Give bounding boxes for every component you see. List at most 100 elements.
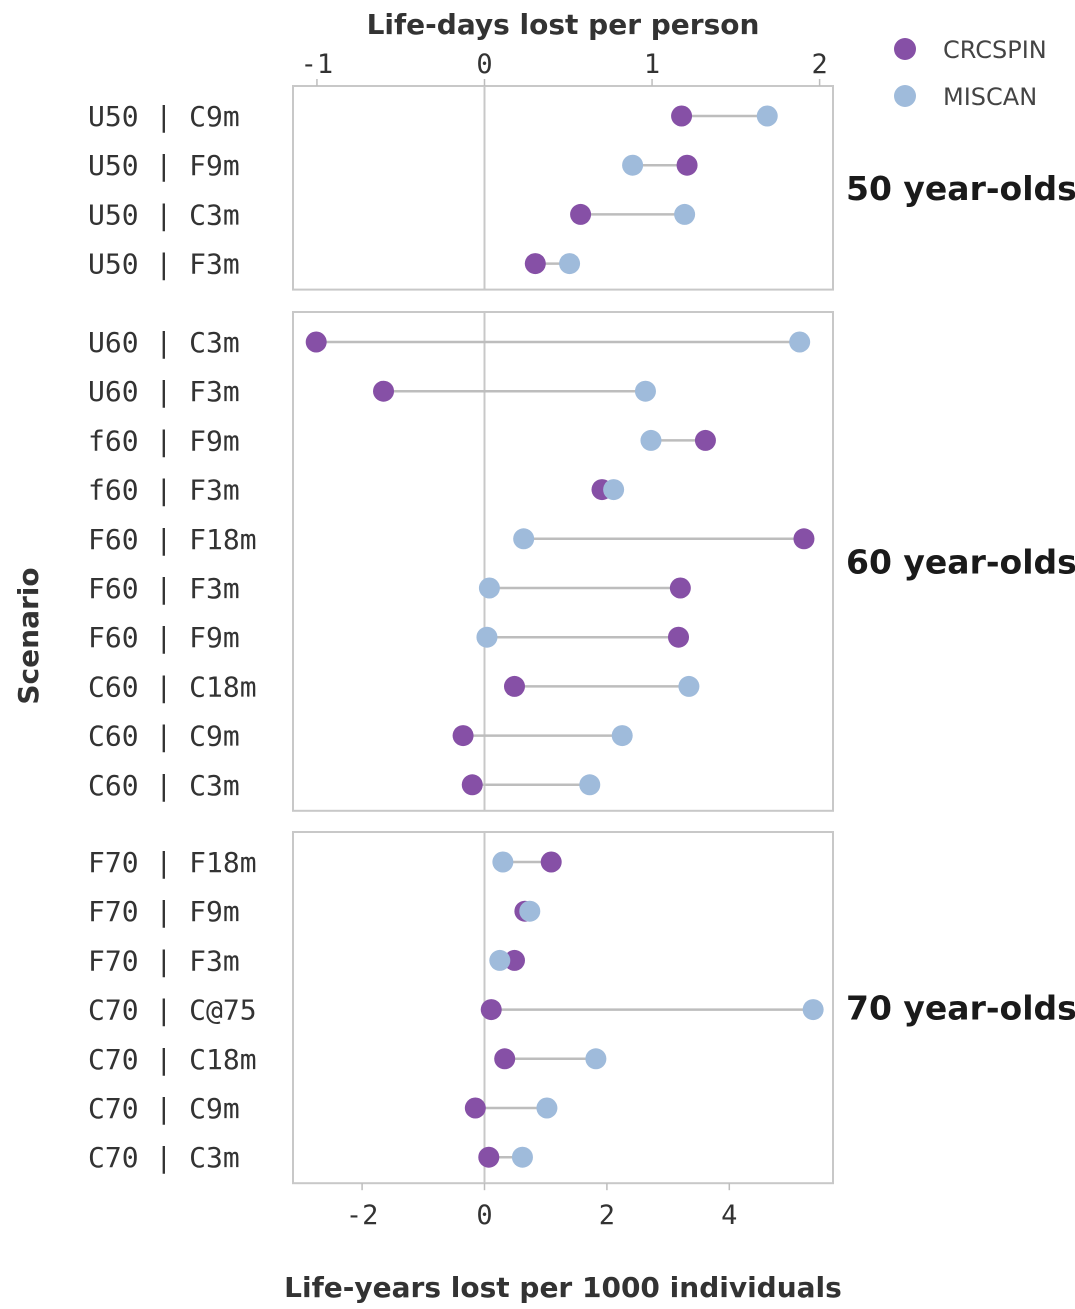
facet-panel: U60 | C3m U60 | F3m f60 | F9m f60 | F3m F60 …: [88, 311, 1075, 812]
scenario-row: C70 | C18m: [88, 1043, 607, 1076]
facet-label: 70 year-olds: [846, 989, 1075, 1028]
miscan-point: [603, 479, 625, 501]
scenario-label: F70 | F18m: [88, 846, 257, 879]
bottom-axis: -2 0 2 4: [346, 1183, 737, 1231]
scenario-label: U60 | C3m: [88, 326, 240, 359]
crcspin-point: [503, 675, 525, 697]
miscan-point: [674, 203, 696, 225]
scenario-row: f60 | F9m: [88, 424, 716, 457]
bottom-tick-label: 4: [721, 1200, 737, 1231]
scenario-label: F60 | F3m: [88, 572, 240, 605]
scenario-label: C60 | C9m: [88, 720, 240, 753]
facet-label: 60 year-olds: [846, 542, 1075, 581]
facet-panel: F70 | F18m F70 | F9m F70 | F3m C70 | C@75 C7…: [88, 831, 1075, 1185]
scenario-label: U50 | F3m: [88, 248, 240, 281]
facet-label: 50 year-olds: [846, 169, 1075, 208]
bottom-axis-title: Life-years lost per 1000 individuals: [284, 1271, 842, 1304]
miscan-point: [611, 725, 633, 747]
panel-frame: [292, 831, 834, 1185]
crcspin-point: [793, 528, 815, 550]
scenario-row: C60 | C9m: [88, 720, 633, 753]
miscan-point: [579, 774, 601, 796]
top-axis-title: Life-days lost per person: [367, 8, 760, 41]
miscan-point: [536, 1097, 558, 1119]
panel-frame: [292, 311, 834, 812]
scenario-row: C60 | C3m: [88, 769, 601, 802]
scenario-label: C60 | C3m: [88, 769, 240, 802]
crcspin-point: [570, 203, 592, 225]
scenario-row: C70 | C@75: [88, 994, 824, 1027]
crcspin-point: [480, 999, 502, 1021]
scenario-row: F60 | F3m: [88, 572, 691, 605]
y-axis-title: Scenario: [12, 567, 45, 704]
crcspin-point: [668, 626, 690, 648]
crcspin-point: [461, 774, 483, 796]
miscan-point: [492, 851, 514, 873]
scenario-row: U50 | F3m: [88, 248, 581, 281]
crcspin-point: [540, 851, 562, 873]
scenario-label: F60 | F18m: [88, 523, 257, 556]
crcspin-point: [305, 331, 327, 353]
miscan-point: [519, 900, 541, 922]
panels-layer: U50 | C9m U50 | F9m U50 | C3m U50 | F3m 50 y…: [88, 85, 1075, 1185]
scenario-label: C70 | C3m: [88, 1141, 240, 1174]
scenario-label: f60 | F3m: [88, 474, 240, 507]
crcspin-point: [503, 949, 525, 971]
scenario-row: C70 | C3m: [88, 1141, 533, 1174]
panel-frame: [292, 85, 834, 291]
scenario-row: C60 | C18m: [88, 670, 700, 703]
legend-label-crcspin: CRCSPIN: [943, 36, 1047, 64]
scenario-row: F70 | F3m: [88, 944, 525, 977]
crcspin-point: [676, 154, 698, 176]
miscan-point: [585, 1048, 607, 1070]
scenario-label: U50 | C9m: [88, 100, 240, 133]
scenario-label: C70 | C18m: [88, 1043, 257, 1076]
miscan-point: [511, 1146, 533, 1168]
top-tick-label: 1: [644, 49, 660, 80]
bottom-tick-label: -2: [346, 1200, 379, 1231]
scenario-label: U60 | F3m: [88, 375, 240, 408]
miscan-point: [559, 253, 581, 275]
scenario-row: U50 | F9m: [88, 149, 698, 182]
scenario-row: U50 | C9m: [88, 100, 778, 133]
scenario-row: U50 | C3m: [88, 198, 696, 231]
scenario-label: U50 | C3m: [88, 198, 240, 231]
miscan-point: [478, 577, 500, 599]
miscan-point: [640, 429, 662, 451]
scenario-label: F70 | F9m: [88, 895, 240, 928]
miscan-point: [489, 949, 511, 971]
scenario-label: F70 | F3m: [88, 944, 240, 977]
legend: CRCSPIN MISCAN: [894, 36, 1047, 111]
facet-panel: U50 | C9m U50 | F9m U50 | C3m U50 | F3m 50 y…: [88, 85, 1075, 291]
scenario-row: U60 | F3m: [88, 375, 656, 408]
miscan-point: [789, 331, 811, 353]
miscan-point: [634, 380, 656, 402]
scenario-row: F60 | F9m: [88, 621, 690, 654]
top-tick-label: 2: [811, 49, 827, 80]
top-tick-label: -1: [301, 49, 334, 80]
scenario-row: F70 | F18m: [88, 846, 562, 879]
crcspin-point: [524, 253, 546, 275]
crcspin-point: [373, 380, 395, 402]
bottom-tick-label: 0: [476, 1200, 492, 1231]
top-axis: -1 0 1 2: [301, 49, 828, 86]
crcspin-point: [478, 1146, 500, 1168]
crcspin-point: [464, 1097, 486, 1119]
scenario-row: C70 | C9m: [88, 1092, 558, 1125]
miscan-point: [513, 528, 535, 550]
scenario-label: F60 | F9m: [88, 621, 240, 654]
scenario-row: F60 | F18m: [88, 523, 815, 556]
miscan-point: [476, 626, 498, 648]
legend-marker-miscan: [894, 85, 916, 107]
scenario-label: C70 | C9m: [88, 1092, 240, 1125]
crcspin-point: [452, 725, 474, 747]
top-tick-label: 0: [476, 49, 492, 80]
miscan-point: [756, 105, 778, 127]
legend-label-miscan: MISCAN: [943, 83, 1037, 111]
miscan-point: [622, 154, 644, 176]
scenario-row: U60 | C3m: [88, 326, 811, 359]
scenario-label: C60 | C18m: [88, 670, 257, 703]
bottom-tick-label: 2: [599, 1200, 615, 1231]
scenario-label: f60 | F9m: [88, 424, 240, 457]
